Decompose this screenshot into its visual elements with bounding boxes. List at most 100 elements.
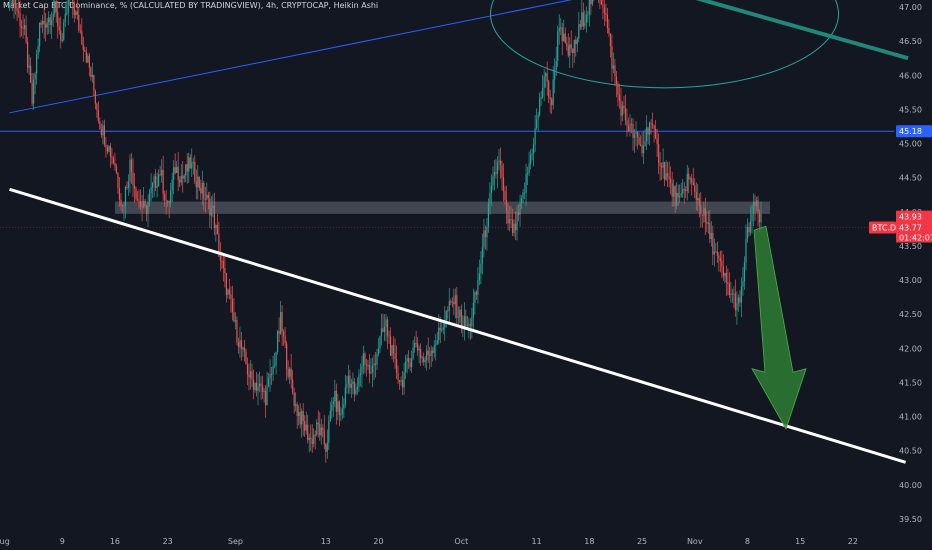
candle [612,52,615,74]
candle [603,0,605,27]
candle [517,204,520,222]
x-tick-label: 11 [532,537,542,546]
candle [695,182,697,211]
candle [115,163,118,175]
resistance-zone[interactable] [114,201,771,214]
candle [213,192,215,236]
y-tick-label: 46.50 [899,37,922,46]
candle [305,411,307,435]
candle [267,373,270,388]
candle [249,360,252,390]
candle [442,322,444,335]
candle [498,149,500,171]
candle [371,357,374,388]
candle [126,181,128,190]
candle [322,424,324,438]
candle [749,206,752,236]
candle [45,13,47,42]
candle [254,382,256,393]
candle [388,330,390,344]
candle [591,0,593,7]
candle [511,208,514,236]
candle [91,62,93,83]
candle [721,250,723,279]
candle [734,279,737,317]
candle [510,206,512,228]
thick-teal-trend-line[interactable] [675,0,909,61]
down-arrow-drawing[interactable] [751,225,807,430]
svg-text:01:42:07: 01:42:07 [899,234,932,243]
lower-trend-line[interactable] [9,187,907,464]
y-tick-label: 43.00 [899,276,922,285]
candle [507,202,509,231]
candle [130,152,133,184]
candle [575,35,577,57]
candle [257,373,259,406]
candle [526,166,529,185]
candle [9,0,10,12]
candle [605,3,607,22]
candle [133,173,136,203]
candle [155,168,157,191]
upper-trend-line[interactable] [9,0,658,114]
candle [569,37,571,68]
candle [19,0,21,38]
candle [689,176,691,185]
svg-text:43.93: 43.93 [899,213,922,222]
candle [323,415,325,450]
candle [347,364,349,394]
candle [724,272,726,284]
candle [152,181,154,199]
candle [686,165,688,201]
candle [201,170,203,206]
svg-text:45.18: 45.18 [899,127,922,136]
candle [308,433,310,453]
candle [490,174,493,206]
candle [704,197,706,236]
y-tick-label: 42.00 [899,344,922,353]
candle [429,347,431,370]
candle [273,352,276,369]
candle [598,0,599,4]
candle [34,71,36,95]
x-tick-label: 16 [110,537,120,546]
candle [88,53,90,77]
candle [537,111,539,132]
candle [269,359,271,392]
candle [703,201,705,223]
candle [585,6,587,33]
candle [567,33,569,58]
candle [177,151,179,192]
candle [728,272,730,299]
candle [415,330,417,348]
candle [43,6,45,39]
candle [13,0,15,19]
candle [661,162,663,180]
candle [198,176,200,192]
ellipse-drawing[interactable] [490,0,839,89]
candle [677,184,679,207]
candle [656,128,658,158]
candle [31,72,33,107]
candle [93,74,95,96]
candle [540,91,542,107]
candle [28,54,30,76]
candle [191,148,193,177]
price-tag: 45.18 [896,125,932,138]
candle [102,120,104,145]
candle [621,101,624,122]
candle [231,285,234,321]
y-tick-label: 40.00 [899,481,922,490]
candle [215,223,217,242]
candle [105,136,107,158]
candle [343,398,345,418]
candle [665,160,667,181]
candle [176,160,178,174]
candle [516,205,518,241]
candle [466,315,468,329]
candle [715,242,717,253]
x-tick-label: 9 [60,537,65,546]
candle [258,371,261,392]
